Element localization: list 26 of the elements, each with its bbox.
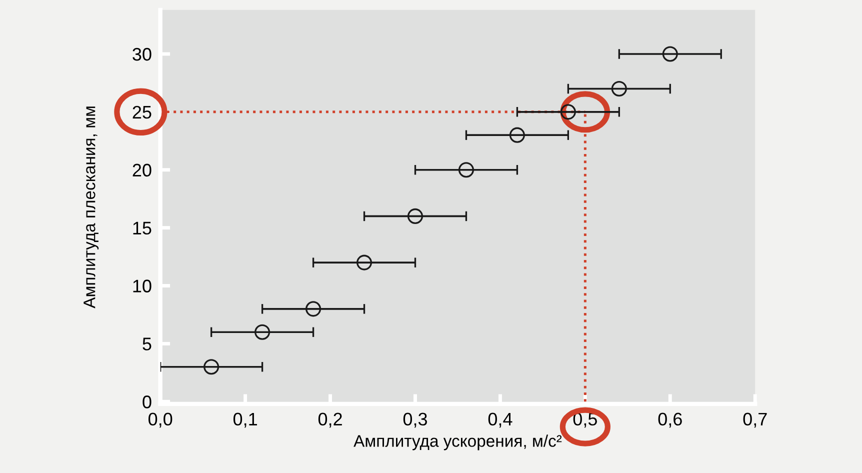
point [662, 46, 678, 62]
y-tick-label: 0 [142, 396, 152, 408]
y-tick-label: 5 [142, 338, 152, 350]
point [356, 254, 372, 270]
y-tick-label: 20 [132, 164, 152, 177]
x-tick-label: 0,3 [403, 412, 427, 428]
point [458, 162, 474, 178]
x-tick-label: 0,1 [233, 412, 257, 428]
x-tick-label: 0,0 [148, 412, 172, 428]
y-tick-label: 25 [132, 106, 152, 119]
x-tick-label: 0,7 [743, 412, 767, 428]
point [254, 324, 270, 340]
x-tick-label: 0,6 [658, 412, 682, 428]
x-axis-title: Амплитуда ускорения, м/с² [354, 434, 562, 450]
x-tick-label: 0,2 [318, 412, 342, 428]
y-axis-title: Амплитуда плескания, мм [84, 106, 99, 308]
x-tick-label: 0,4 [488, 412, 512, 428]
point [305, 301, 322, 317]
y-tick-label: 30 [132, 48, 152, 61]
point [611, 80, 627, 97]
point [204, 359, 220, 375]
y-tick-label: 15 [133, 222, 152, 235]
point [560, 104, 576, 120]
y-tick-label: 10 [133, 280, 152, 292]
point [407, 208, 424, 224]
point [509, 127, 525, 143]
